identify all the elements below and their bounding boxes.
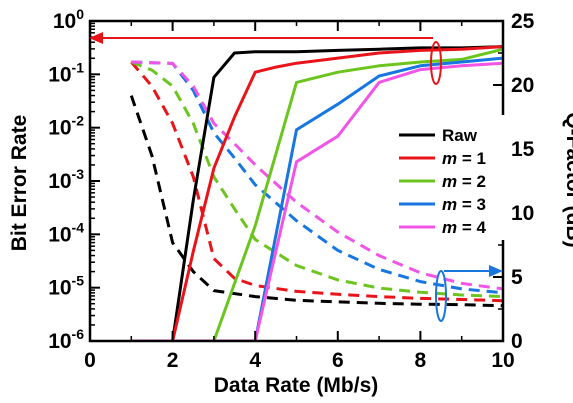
legend-value: = 1 <box>457 149 486 168</box>
legend-var: m <box>442 149 457 168</box>
y-right-tick-label: 15 <box>511 138 535 161</box>
legend-value: = 2 <box>457 172 486 191</box>
q-factor-series-line <box>131 45 503 341</box>
x-tick-label: 0 <box>84 349 96 372</box>
legend-label: m = 1 <box>442 149 486 168</box>
x-tick-label: 6 <box>332 349 344 372</box>
x-tick-label: 4 <box>249 349 261 372</box>
y-left-tick-label: 10-5 <box>48 273 84 300</box>
legend-label: m = 4 <box>442 218 486 237</box>
q-factor-series-line <box>131 61 503 341</box>
ber-series-line <box>131 60 503 291</box>
tick-base: 10 <box>48 277 71 300</box>
q-factor-series-line <box>131 45 503 341</box>
blue-annotation-ellipse <box>435 270 447 322</box>
legend-label: Raw <box>442 126 478 145</box>
legend-var: m <box>442 218 457 237</box>
tick-base: 10 <box>48 223 71 246</box>
tick-base: 10 <box>48 117 71 140</box>
y-left-tick-label: 10-4 <box>48 219 84 246</box>
annotations <box>89 32 503 322</box>
x-axis-title: Data Rate (Mb/s) <box>214 374 379 397</box>
blue-arrow-head <box>489 265 503 277</box>
legend-var: m <box>442 172 457 191</box>
tick-exponent: -2 <box>72 113 85 129</box>
legend-value: = 4 <box>457 218 486 237</box>
y-left-tick-label: 100 <box>53 6 84 33</box>
y-right-tick-label: 0 <box>511 330 523 353</box>
y-left-tick-label: 10-3 <box>48 166 84 193</box>
y-right-tick-label: 25 <box>511 10 535 33</box>
tick-base: 10 <box>53 10 76 33</box>
tick-exponent: -6 <box>72 326 85 342</box>
y-left-tick-label: 10-1 <box>48 59 84 86</box>
legend-value: = 3 <box>457 195 486 214</box>
y-left-tick-label: 10-6 <box>48 326 84 353</box>
legend-label: m = 3 <box>442 195 486 214</box>
q-factor-series-line <box>131 47 503 341</box>
tick-base: 10 <box>48 330 71 353</box>
red-annotation-ellipse <box>430 41 442 85</box>
y-right-tick-label: 20 <box>511 74 534 97</box>
x-tick-label: 8 <box>415 349 427 372</box>
y-right-tick-label: 5 <box>511 266 523 289</box>
y-left-tick-label: 10-2 <box>48 113 84 140</box>
red-arrow-head <box>89 32 103 44</box>
legend-label: m = 2 <box>442 172 486 191</box>
tick-exponent: -1 <box>72 59 85 75</box>
y-right-tick-label: 10 <box>511 202 534 225</box>
y-axis-title-right: Q-Factor (dB) <box>562 112 573 247</box>
tick-exponent: 0 <box>76 6 84 22</box>
legend-var: m <box>442 195 457 214</box>
x-tick-label: 10 <box>491 349 514 372</box>
ber-series-line <box>129 95 503 308</box>
tick-base: 10 <box>48 170 71 193</box>
tick-exponent: -3 <box>72 166 85 182</box>
series-layer <box>129 45 503 341</box>
tick-exponent: -4 <box>72 219 85 235</box>
ber-series-line <box>130 61 503 303</box>
tick-exponent: -5 <box>72 273 85 289</box>
tick-base: 10 <box>48 63 71 86</box>
ber-series-line <box>130 60 503 299</box>
x-tick-label: 2 <box>167 349 179 372</box>
y-axis-title-left: Bit Error Rate <box>8 115 31 252</box>
